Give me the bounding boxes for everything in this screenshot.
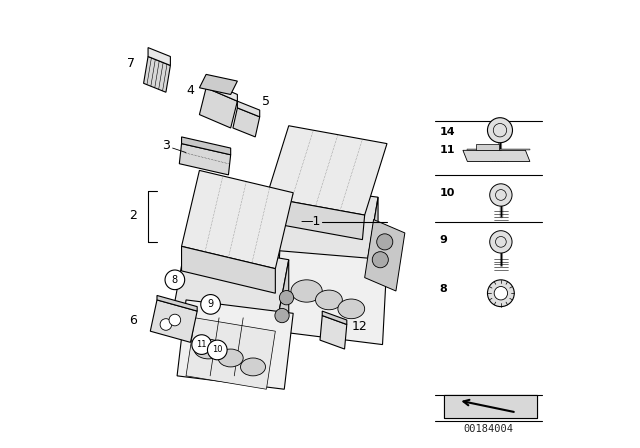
- Polygon shape: [365, 220, 405, 291]
- Polygon shape: [266, 126, 387, 215]
- Circle shape: [372, 252, 388, 268]
- Text: 10: 10: [440, 188, 455, 198]
- Ellipse shape: [338, 299, 365, 319]
- Polygon shape: [365, 197, 378, 331]
- Polygon shape: [206, 81, 237, 101]
- Polygon shape: [148, 47, 170, 65]
- Text: 7: 7: [127, 57, 134, 70]
- Circle shape: [207, 340, 227, 360]
- Text: 2: 2: [129, 209, 137, 222]
- Text: 11: 11: [196, 340, 207, 349]
- Circle shape: [494, 287, 508, 300]
- Polygon shape: [186, 318, 275, 389]
- Text: 8: 8: [440, 284, 447, 294]
- Polygon shape: [237, 101, 260, 117]
- Polygon shape: [262, 184, 378, 278]
- Polygon shape: [322, 311, 347, 324]
- Text: 9: 9: [207, 299, 214, 310]
- Polygon shape: [173, 242, 289, 331]
- Polygon shape: [182, 170, 293, 269]
- Polygon shape: [157, 296, 197, 311]
- Text: 11: 11: [440, 145, 455, 155]
- Polygon shape: [233, 108, 260, 137]
- Circle shape: [275, 308, 289, 323]
- Circle shape: [169, 314, 180, 326]
- Ellipse shape: [316, 290, 342, 310]
- Text: 4: 4: [186, 83, 194, 96]
- Polygon shape: [275, 251, 387, 345]
- Polygon shape: [320, 315, 347, 349]
- Ellipse shape: [291, 280, 322, 302]
- Polygon shape: [150, 300, 197, 342]
- Circle shape: [165, 270, 185, 290]
- Text: 12: 12: [351, 320, 367, 333]
- Polygon shape: [143, 56, 170, 92]
- Circle shape: [490, 231, 512, 253]
- Text: 6: 6: [129, 314, 137, 327]
- Ellipse shape: [218, 349, 243, 367]
- Text: 14: 14: [440, 127, 455, 137]
- Text: 00184004: 00184004: [464, 424, 514, 434]
- Polygon shape: [476, 144, 499, 151]
- Circle shape: [488, 118, 513, 143]
- Circle shape: [490, 184, 512, 206]
- Polygon shape: [179, 144, 230, 175]
- Text: 8: 8: [172, 275, 178, 285]
- Text: 3: 3: [163, 139, 170, 152]
- Polygon shape: [463, 151, 530, 161]
- Circle shape: [192, 335, 211, 354]
- Ellipse shape: [194, 339, 223, 359]
- Text: 5: 5: [262, 95, 270, 108]
- Circle shape: [377, 234, 393, 250]
- Ellipse shape: [241, 358, 266, 376]
- Text: 10: 10: [212, 345, 223, 354]
- Text: —1: —1: [301, 215, 321, 228]
- Circle shape: [488, 280, 515, 306]
- Circle shape: [160, 319, 172, 330]
- Text: 9: 9: [440, 235, 447, 245]
- Polygon shape: [182, 137, 230, 155]
- Polygon shape: [275, 260, 289, 376]
- Polygon shape: [182, 246, 275, 293]
- Polygon shape: [177, 300, 293, 389]
- Circle shape: [279, 291, 294, 305]
- Polygon shape: [200, 88, 237, 128]
- Polygon shape: [200, 74, 237, 95]
- Polygon shape: [444, 395, 536, 418]
- Polygon shape: [264, 197, 365, 240]
- Circle shape: [201, 295, 220, 314]
- Polygon shape: [467, 149, 530, 151]
